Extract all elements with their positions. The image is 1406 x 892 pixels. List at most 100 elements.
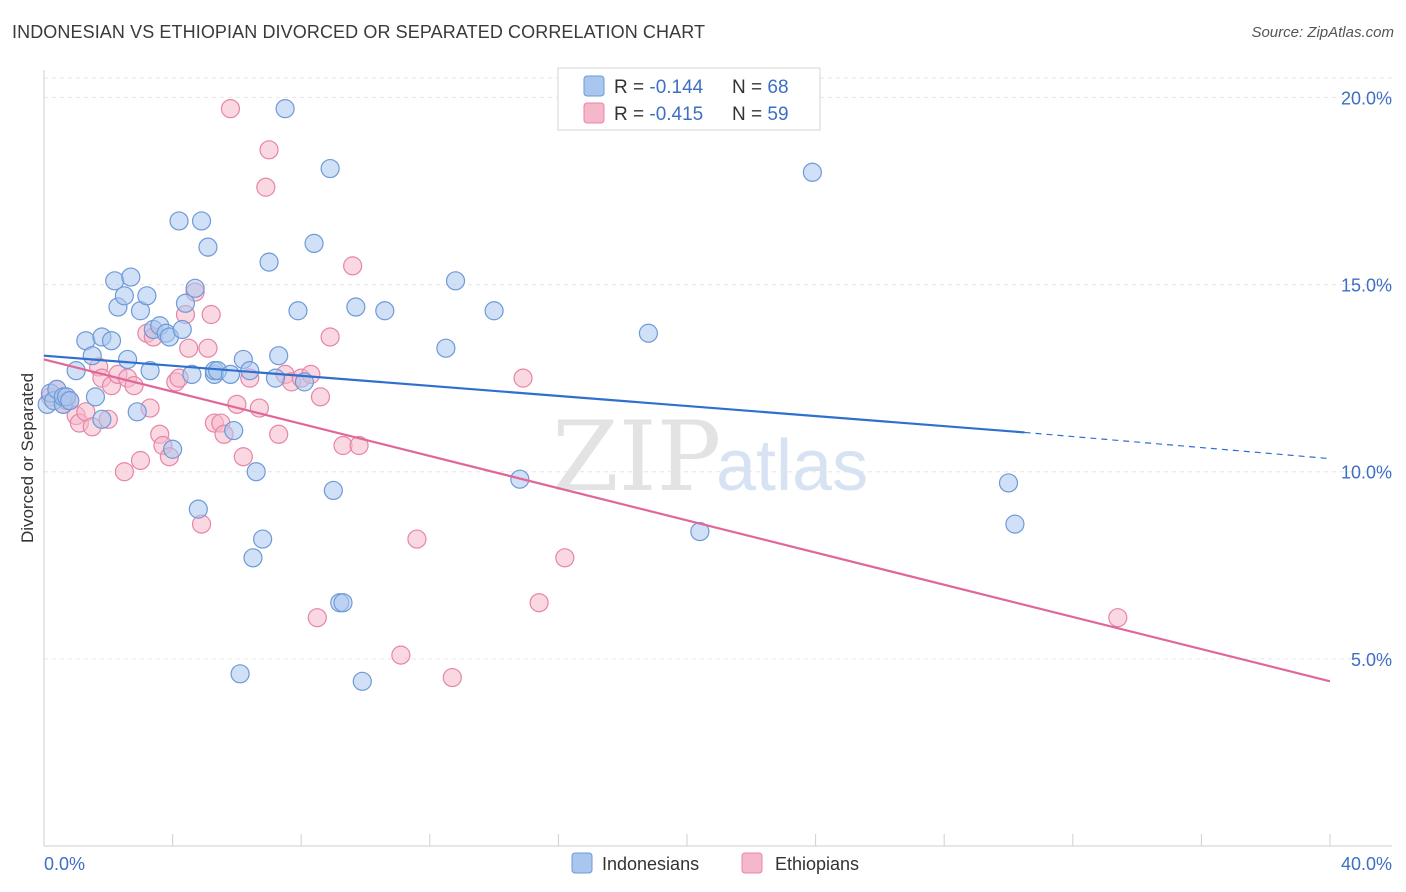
ethiopian-point xyxy=(256,177,276,197)
indonesian-point xyxy=(998,473,1019,493)
ethiopian-point xyxy=(391,645,411,665)
ethiopians-n-line: N = 59 xyxy=(732,104,789,125)
indonesian-point xyxy=(320,158,340,179)
indonesian-point xyxy=(66,361,86,381)
indonesian-point xyxy=(243,548,263,568)
indonesians-swatch xyxy=(583,75,605,97)
indonesian-point xyxy=(445,271,466,291)
indonesian-point xyxy=(101,331,122,351)
ethiopian-point xyxy=(220,99,241,119)
ethiopian-point xyxy=(529,593,549,613)
x-axis-ticks xyxy=(43,834,1331,846)
axes xyxy=(43,70,1392,847)
indonesian-point xyxy=(185,278,205,298)
ethiopian-point xyxy=(198,338,218,358)
indonesian-point xyxy=(484,301,504,321)
stats-legend: R = -0.144 N = 68 R = -0.415 N = 59 xyxy=(557,67,821,131)
legend-ethiopians-swatch xyxy=(741,852,763,874)
indonesians-r-line: R = -0.144 xyxy=(614,77,704,98)
ethiopian-point xyxy=(349,435,369,456)
indonesian-point xyxy=(85,387,106,407)
ethiopians-n-label: N = xyxy=(732,104,767,125)
trend-lines xyxy=(43,354,1331,683)
indonesian-point xyxy=(269,346,289,366)
y-axis-label: Divorced or Separated xyxy=(18,373,37,543)
indonesian-point xyxy=(1005,514,1025,534)
x-tick-label-max: 40.0% xyxy=(1341,854,1392,874)
ethiopian-point xyxy=(320,327,340,347)
series-legend: Indonesians Ethiopians xyxy=(571,852,859,874)
x-tick-label-min: 0.0% xyxy=(44,854,85,874)
y-tick-label: 10.0% xyxy=(1341,463,1392,483)
ethiopian-point xyxy=(179,338,199,358)
indonesian-point xyxy=(352,671,372,691)
indonesians-trend-line xyxy=(43,354,1025,434)
ethiopians-r-line: R = -0.415 xyxy=(614,104,703,125)
ethiopian-point xyxy=(442,667,462,688)
ethiopian-point xyxy=(233,447,253,467)
indonesian-point xyxy=(121,267,141,287)
indonesian-point xyxy=(436,338,456,358)
ethiopians-points xyxy=(40,99,1128,688)
indonesian-point xyxy=(92,409,112,429)
ethiopian-point xyxy=(269,424,289,444)
indonesians-r-label: R = xyxy=(614,77,649,98)
ethiopian-point xyxy=(1108,608,1128,628)
indonesians-trend-extension xyxy=(1024,431,1331,460)
y-tick-label: 20.0% xyxy=(1341,88,1392,108)
indonesian-point xyxy=(198,237,218,257)
legend-indonesians-label: Indonesians xyxy=(602,854,699,874)
ethiopian-point xyxy=(307,608,327,628)
y-tick-labels: 5.0% 10.0% 15.0% 20.0% xyxy=(1341,88,1392,669)
indonesian-point xyxy=(127,402,147,422)
legend-indonesians-swatch xyxy=(571,852,593,874)
y-tick-label: 5.0% xyxy=(1351,650,1392,670)
indonesian-point xyxy=(188,499,208,519)
indonesian-point xyxy=(114,286,134,306)
ethiopian-point xyxy=(333,435,353,456)
ethiopian-point xyxy=(227,394,247,414)
indonesian-point xyxy=(346,297,366,317)
indonesian-point xyxy=(220,364,241,384)
ethiopian-point xyxy=(555,548,575,568)
indonesian-point xyxy=(82,346,102,366)
ethiopian-point xyxy=(114,462,134,482)
ethiopians-r-value: -0.415 xyxy=(649,104,703,125)
indonesian-point xyxy=(288,301,308,321)
indonesian-point xyxy=(375,301,395,321)
indonesian-point xyxy=(638,323,659,343)
indonesians-n-line: N = 68 xyxy=(732,77,789,98)
ethiopian-point xyxy=(513,368,533,388)
indonesian-point xyxy=(163,439,183,459)
chart-title: INDONESIAN VS ETHIOPIAN DIVORCED OR SEPA… xyxy=(12,22,706,42)
ethiopian-point xyxy=(407,529,427,549)
watermark: ZIP atlas xyxy=(552,401,868,513)
indonesians-n-label: N = xyxy=(732,77,767,98)
indonesian-point xyxy=(140,361,160,381)
indonesian-point xyxy=(275,99,295,119)
indonesian-point xyxy=(230,664,250,684)
indonesian-point xyxy=(172,319,192,340)
indonesian-point xyxy=(169,211,189,231)
indonesian-point xyxy=(259,252,279,272)
legend-ethiopians-label: Ethiopians xyxy=(775,854,859,874)
indonesians-n-value: 68 xyxy=(767,77,788,98)
indonesian-point xyxy=(802,162,822,182)
watermark-zip: ZIP xyxy=(552,401,721,513)
ethiopian-point xyxy=(130,450,151,471)
ethiopians-n-value: 59 xyxy=(767,104,788,125)
indonesian-point xyxy=(246,462,266,482)
ethiopian-point xyxy=(343,256,363,276)
indonesian-point xyxy=(253,529,273,549)
indonesian-point xyxy=(182,364,202,384)
indonesian-point xyxy=(137,286,157,306)
ethiopians-r-label: R = xyxy=(614,104,649,125)
indonesian-point xyxy=(333,593,353,613)
watermark-atlas: atlas xyxy=(716,426,868,506)
ethiopians-swatch xyxy=(583,102,605,124)
indonesian-point xyxy=(191,211,212,231)
indonesian-point xyxy=(60,391,80,411)
y-tick-label: 15.0% xyxy=(1341,276,1392,296)
indonesian-point xyxy=(224,420,244,441)
